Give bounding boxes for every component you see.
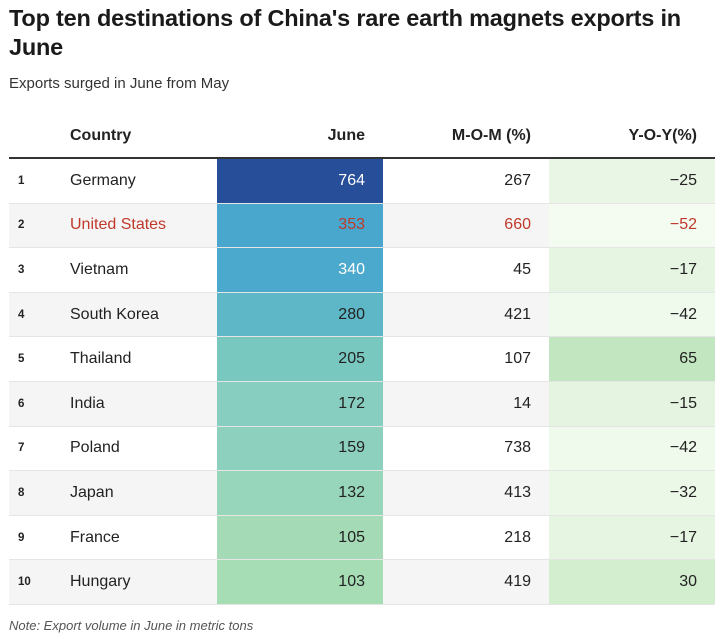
mom-cell: 14 — [383, 381, 549, 427]
country-cell: Japan — [69, 470, 217, 516]
mom-cell: 738 — [383, 426, 549, 472]
table-row: 9 France 105 218 −17 — [9, 515, 715, 561]
rank-cell: 5 — [9, 336, 69, 382]
june-cell: 205 — [217, 336, 383, 382]
rank-cell: 4 — [9, 292, 69, 338]
table-row: 4 South Korea 280 421 −42 — [9, 292, 715, 338]
rank-cell: 2 — [9, 203, 69, 249]
table-header-row: Country June M-O-M (%) Y-O-Y(%) — [9, 115, 715, 159]
table-row: 1 Germany 764 267 −25 — [9, 158, 715, 204]
header-yoy: Y-O-Y(%) — [549, 115, 715, 159]
country-cell: Hungary — [69, 559, 217, 605]
mom-cell: 660 — [383, 203, 549, 249]
mom-cell: 107 — [383, 336, 549, 382]
table-row: 7 Poland 159 738 −42 — [9, 426, 715, 472]
table-row: 8 Japan 132 413 −32 — [9, 470, 715, 516]
rank-cell: 7 — [9, 426, 69, 472]
table-row: 5 Thailand 205 107 65 — [9, 336, 715, 382]
mom-cell: 419 — [383, 559, 549, 605]
june-cell: 280 — [217, 292, 383, 338]
table-row: 3 Vietnam 340 45 −17 — [9, 247, 715, 293]
header-june: June — [217, 115, 383, 159]
rank-cell: 6 — [9, 381, 69, 427]
yoy-cell: −32 — [549, 470, 715, 516]
country-cell: South Korea — [69, 292, 217, 338]
country-cell: Thailand — [69, 336, 217, 382]
mom-cell: 421 — [383, 292, 549, 338]
rank-cell: 10 — [9, 559, 69, 605]
data-table: Country June M-O-M (%) Y-O-Y(%) 1 Germany… — [9, 115, 715, 605]
rank-cell: 9 — [9, 515, 69, 561]
rank-cell: 1 — [9, 158, 69, 204]
mom-cell: 267 — [383, 158, 549, 204]
june-cell: 340 — [217, 247, 383, 293]
table-row: 6 India 172 14 −15 — [9, 381, 715, 427]
yoy-cell: −42 — [549, 426, 715, 472]
country-cell: Poland — [69, 426, 217, 472]
june-cell: 353 — [217, 203, 383, 249]
yoy-cell: −17 — [549, 515, 715, 561]
country-cell: France — [69, 515, 217, 561]
yoy-cell: −17 — [549, 247, 715, 293]
yoy-cell: −52 — [549, 203, 715, 249]
header-mom: M-O-M (%) — [383, 115, 549, 159]
country-cell: United States — [69, 203, 217, 249]
chart-subtitle: Exports surged in June from May — [9, 75, 230, 92]
mom-cell: 413 — [383, 470, 549, 516]
rank-cell: 8 — [9, 470, 69, 516]
june-cell: 105 — [217, 515, 383, 561]
yoy-cell: 30 — [549, 559, 715, 605]
mom-cell: 45 — [383, 247, 549, 293]
table-row: 10 Hungary 103 419 30 — [9, 559, 715, 605]
yoy-cell: −42 — [549, 292, 715, 338]
table-row: 2 United States 353 660 −52 — [9, 203, 715, 249]
country-cell: Vietnam — [69, 247, 217, 293]
header-country: Country — [69, 115, 217, 159]
june-cell: 159 — [217, 426, 383, 472]
table-body: 1 Germany 764 267 −25 2 United States 353 660 −52… — [9, 158, 715, 605]
june-cell: 132 — [217, 470, 383, 516]
header-rank — [9, 115, 69, 159]
yoy-cell: −15 — [549, 381, 715, 427]
country-cell: Germany — [69, 158, 217, 204]
chart-title: Top ten destinations of China's rare ear… — [9, 5, 681, 60]
june-cell: 764 — [217, 158, 383, 204]
chart-note: Note: Export volume in June in metric to… — [9, 618, 254, 633]
mom-cell: 218 — [383, 515, 549, 561]
country-cell: India — [69, 381, 217, 427]
rank-cell: 3 — [9, 247, 69, 293]
yoy-cell: 65 — [549, 336, 715, 382]
june-cell: 103 — [217, 559, 383, 605]
june-cell: 172 — [217, 381, 383, 427]
yoy-cell: −25 — [549, 158, 715, 204]
